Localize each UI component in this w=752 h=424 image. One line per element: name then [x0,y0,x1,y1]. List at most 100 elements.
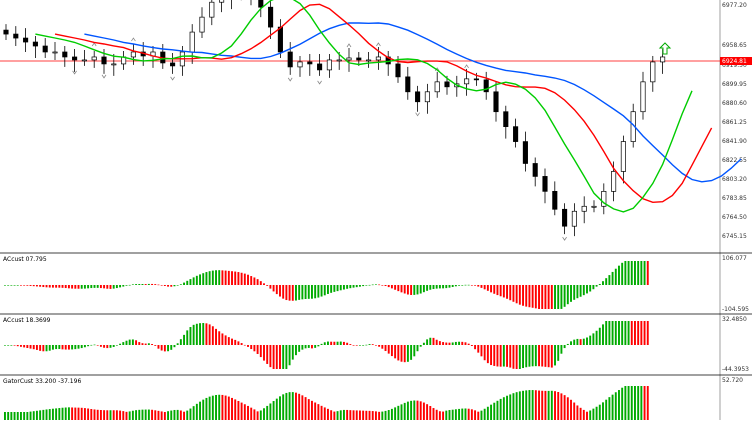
gator-bar [438,411,441,420]
gator-bar [189,408,192,420]
histogram-bar [480,345,483,357]
histogram-bar [512,345,515,369]
histogram-bar [224,335,227,345]
histogram-bar [250,276,253,285]
candle-body [326,59,332,71]
gator-bar [598,404,601,420]
candle-body [375,56,381,61]
histogram-bar [410,285,413,295]
histogram-bar [442,342,445,345]
histogram-bar [83,345,86,348]
histogram-bar [26,345,29,348]
histogram-bar [602,324,604,345]
histogram-bar [279,345,281,369]
fractal-up-icon [91,42,97,47]
histogram-bar [566,285,569,305]
gator-bar [570,399,572,420]
candle-body [434,81,440,93]
gator-bar [432,408,435,420]
gator-bar [243,404,246,420]
candle-body [444,81,450,88]
histogram-bar [355,345,358,346]
histogram-bar [643,321,646,345]
gator-panel-label: GatorCust 33.200 -37.196 [3,378,81,385]
histogram-bar [429,337,432,345]
histogram-bar [23,285,26,286]
histogram-bar [490,345,493,366]
histogram-bar [554,285,556,309]
gator-bar [16,412,19,420]
histogram-bar [419,345,422,347]
histogram-bar [515,285,518,304]
ac-panel-2-bottom: -44.3953 [722,366,749,373]
gator-bar [45,409,48,420]
candle-body [620,141,626,172]
gator-bar [611,394,614,420]
gator-bar [253,409,256,420]
histogram-bar [624,261,627,285]
histogram-bar [10,285,13,286]
candle-body [101,56,107,65]
gator-bar [215,395,217,420]
candle-body [581,205,587,212]
price-tick-0: 6977.20 [722,2,747,9]
candle-body [23,37,29,43]
histogram-bar [157,284,160,286]
gator-bar [154,410,157,420]
candle-body [591,205,597,208]
histogram-bar [362,345,365,346]
gator-bar [480,410,483,420]
candle-body [552,191,558,210]
histogram-bar [186,280,189,285]
gator-bar [486,406,489,420]
gator-bar [218,394,221,420]
fractal-up-icon [346,43,352,48]
histogram-bar [327,285,329,294]
gator-bar [582,409,585,420]
histogram-bar [579,285,582,297]
gator-bar [4,412,6,420]
histogram-bar [640,261,643,285]
gator-bar [234,399,237,420]
histogram-bar [499,285,502,297]
histogram-bar [493,345,496,366]
histogram-bar [4,345,6,346]
histogram-bar [291,345,294,360]
histogram-bar [630,321,633,345]
histogram-bar [346,342,349,345]
histogram-bar [458,341,461,345]
histogram-bar [621,321,624,345]
gator-bar [240,402,243,420]
histogram-bar [381,345,384,349]
gator-bar [119,410,122,420]
gator-bar [384,410,387,420]
histogram-bar [55,285,58,288]
histogram-bar [301,285,304,300]
gator-bar [208,396,211,420]
histogram-bar [170,345,173,350]
histogram-bar [557,345,560,361]
candle-body [571,210,577,227]
histogram-bar [560,345,563,354]
gator-bar [259,410,262,420]
histogram-bar [499,345,502,367]
histogram-bar [125,340,128,345]
histogram-bar [406,285,409,295]
candle-body [464,78,470,85]
histogram-bar [611,321,614,345]
up-arrow-icon [658,42,672,55]
histogram-bar [87,285,90,289]
candle-body [287,51,293,68]
histogram-bar [413,345,416,357]
histogram-bar [71,345,74,350]
candle-body [130,51,136,58]
candle-body [62,51,68,58]
histogram-bar [215,328,217,345]
fractal-down-icon [72,70,77,75]
gator-bar [7,412,10,420]
histogram-bar [477,345,480,353]
gator-bar [269,403,272,420]
ac-panel-1-top: 106.077 [722,255,747,262]
gator-bar [547,390,550,420]
histogram-bar [48,285,51,288]
